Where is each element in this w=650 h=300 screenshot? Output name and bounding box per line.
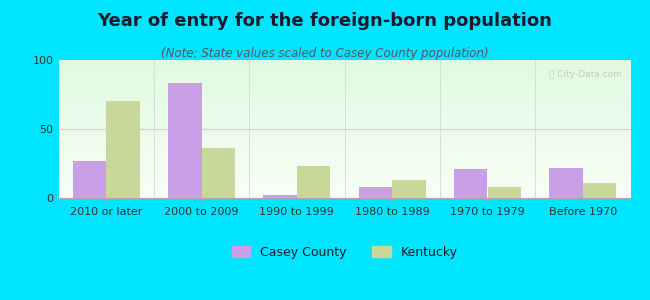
Bar — [583, 183, 616, 198]
Bar — [263, 195, 297, 198]
Bar — [202, 148, 235, 198]
Text: Year of entry for the foreign-born population: Year of entry for the foreign-born popul… — [98, 12, 552, 30]
Bar — [297, 166, 330, 198]
Legend: Casey County, Kentucky: Casey County, Kentucky — [226, 241, 463, 263]
Text: ⓘ City-Data.com: ⓘ City-Data.com — [549, 70, 622, 79]
Bar — [73, 161, 106, 198]
Bar — [549, 168, 583, 198]
Bar — [392, 180, 426, 198]
Bar — [168, 83, 202, 198]
Bar — [359, 187, 392, 198]
Bar — [454, 169, 488, 198]
Bar — [106, 101, 140, 198]
Text: (Note: State values scaled to Casey County population): (Note: State values scaled to Casey Coun… — [161, 46, 489, 59]
Bar — [488, 187, 521, 198]
